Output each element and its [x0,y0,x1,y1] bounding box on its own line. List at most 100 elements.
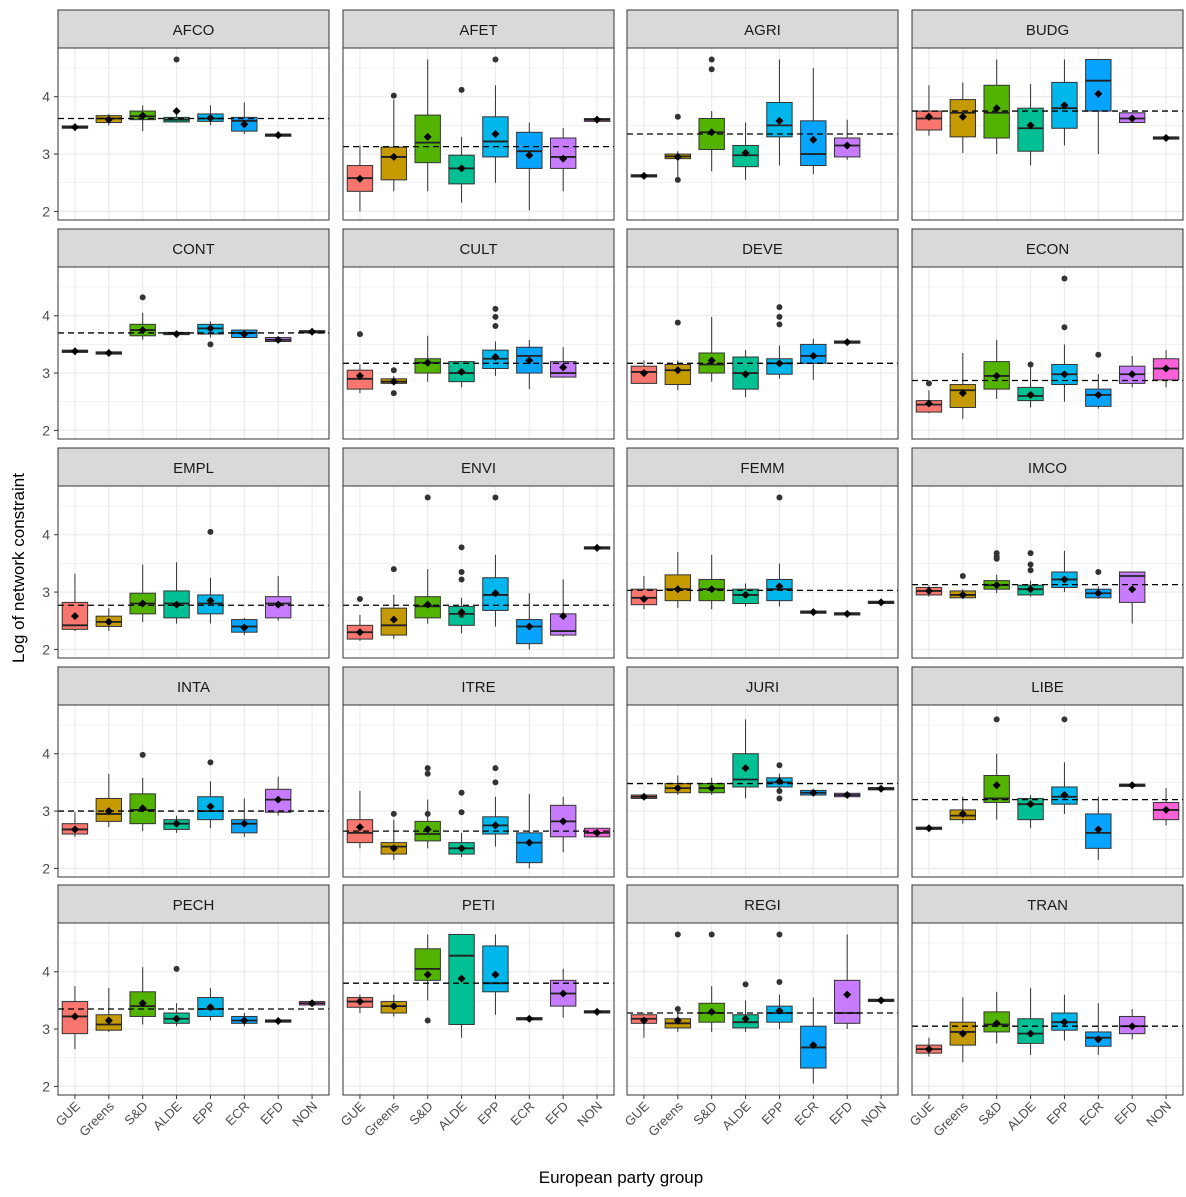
box-alde [163,965,190,1027]
panel-title: ITRE [461,679,495,696]
box-ecr [800,997,827,1084]
mean-marker [809,788,818,797]
panel-border [57,47,330,221]
mean-marker [1162,364,1171,373]
box-efd [549,347,577,378]
x-tick-label-alde: ALDE [719,1098,754,1133]
box-gue [61,573,89,632]
y-tick-label: 4 [42,746,50,762]
outlier-point [390,92,397,99]
box-gue [346,331,374,394]
x-tick-label-alde: ALDE [150,1098,185,1133]
box-alde [163,815,190,833]
box-efd [264,131,292,140]
mean-marker [355,174,364,183]
box-alde [1017,361,1044,408]
panel-juri: JURI [626,666,899,878]
box-gue [630,360,658,384]
mean-marker [843,141,852,150]
outlier-point [1095,351,1102,358]
outlier-point [424,770,431,777]
mean-marker [1026,390,1035,399]
mean-marker [877,784,886,793]
mean-marker [389,615,398,624]
mean-marker [355,997,364,1006]
outlier-point [492,323,499,330]
outlier-point [390,390,397,397]
box-gue [915,380,943,414]
x-tick-label-ecr: ECR [1076,1099,1106,1129]
mean-marker [274,335,283,344]
box-alde [448,789,475,857]
box-iqr [516,832,543,864]
box-alde [1017,550,1044,597]
box-efd [833,791,861,800]
box-gue [346,145,374,212]
box-iqr [482,945,509,993]
outlier-point [173,56,180,63]
box-iqr [448,154,475,185]
y-tick-label: 3 [42,803,50,819]
box-epp [1051,550,1078,593]
panel-deve: DEVE [626,228,899,440]
panel-title: IMCO [1028,460,1067,477]
box-non [1152,134,1180,143]
y-axis-title: Log of network constraint [9,473,28,663]
mean-marker [206,596,215,605]
y-tick-label: 3 [42,1021,50,1037]
panel-border [342,266,615,440]
panel-background [912,923,1183,1095]
x-tick-label-greens: Greens [930,1098,971,1139]
box-ecr [1085,796,1112,860]
x-tick-label-efd: EFD [542,1099,571,1128]
panel-background [343,48,614,220]
outlier-point [458,576,465,583]
box-epp [197,528,224,624]
box-epp [1051,59,1078,146]
panel-title: ENVI [461,460,496,477]
mean-marker [206,324,215,333]
x-tick-label-gue: GUE [907,1098,938,1129]
panel-budg: BUDG [911,9,1184,221]
box-alde [1017,84,1044,166]
panel-border [57,704,330,878]
mean-marker [992,371,1001,380]
panel-strip [342,228,615,268]
box-iqr [1085,58,1112,112]
mean-marker [308,327,317,336]
box-efd [833,609,861,618]
panel-title: PECH [173,897,215,914]
box-efd [549,128,577,192]
mean-marker [274,1017,283,1026]
outlier-point [139,751,146,758]
box-non [583,115,611,124]
box-ecr [231,798,258,837]
mean-marker [673,784,682,793]
box-iqr [380,146,408,181]
box-gue [61,347,89,356]
box-non [1152,788,1180,826]
outlier-point [1027,561,1034,568]
panel-border [911,266,1184,440]
x-tick-label-greens: Greens [361,1098,402,1139]
panel-border [342,47,615,221]
mean-marker [559,363,568,372]
mean-marker [593,115,602,124]
mean-marker [525,151,534,160]
panel-strip [57,228,330,268]
panel-afco: AFCO 2 3 4 [42,9,330,221]
mean-marker [1162,134,1171,143]
panel-econ: ECON [911,228,1184,440]
y-tick-label: 2 [42,1078,50,1094]
outlier-point [424,765,431,772]
panel-border [626,922,899,1096]
box-greens [664,319,692,391]
panel-title: FEMM [740,460,784,477]
box-ecr [516,793,543,869]
box-efd [1118,112,1146,124]
box-gue [346,994,374,1014]
box-greens [949,997,977,1063]
mean-marker [1060,791,1069,800]
outlier-point [674,931,681,938]
box-ecr [800,338,827,380]
